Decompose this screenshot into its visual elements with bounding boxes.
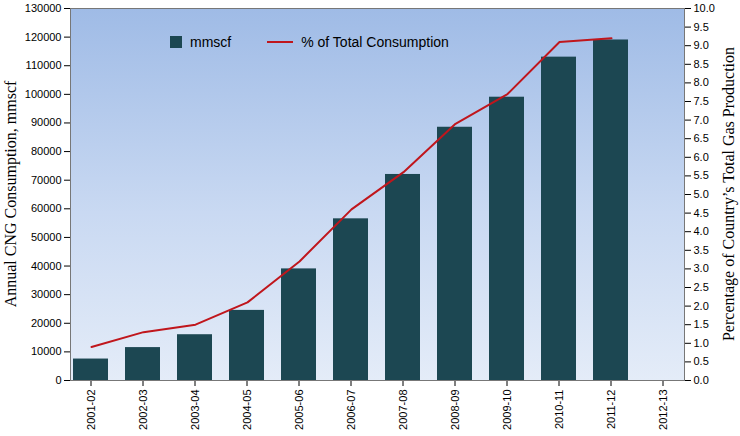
svg-text:2010-11: 2010-11 [553,390,565,430]
svg-text:10000: 10000 [31,345,62,357]
svg-text:2009-10: 2009-10 [501,390,513,430]
svg-text:90000: 90000 [31,116,62,128]
svg-text:40000: 40000 [31,260,62,272]
html-text:% of Total Consumption: % of Total Consumption [301,34,449,50]
svg-text:10.0: 10.0 [694,2,715,14]
svg-text:2006-07: 2006-07 [345,390,357,430]
svg-text:2002-03: 2002-03 [137,390,149,430]
svg-text:120000: 120000 [25,31,62,43]
svg-text:60000: 60000 [31,202,62,214]
svg-text:7.0: 7.0 [694,114,709,126]
svg-text:8.0: 8.0 [694,76,709,88]
svg-text:6.5: 6.5 [694,132,709,144]
svg-text:9.0: 9.0 [694,39,709,51]
svg-text:2001-02: 2001-02 [85,390,97,430]
svg-text:6.0: 6.0 [694,151,709,163]
svg-text:8.5: 8.5 [694,58,709,70]
svg-text:1.0: 1.0 [694,337,709,349]
svg-text:2011-12: 2011-12 [605,390,617,430]
svg-text:2.0: 2.0 [694,300,709,312]
svg-text:5.0: 5.0 [694,188,709,200]
svg-text:4.0: 4.0 [694,225,709,237]
svg-text:5.5: 5.5 [694,169,709,181]
svg-text:2005-06: 2005-06 [293,390,305,430]
svg-text:4.5: 4.5 [694,207,709,219]
svg-text:9.5: 9.5 [694,21,709,33]
svg-text:80000: 80000 [31,145,62,157]
svg-text:50000: 50000 [31,231,62,243]
svg-text:3.5: 3.5 [694,244,709,256]
svg-text:7.5: 7.5 [694,95,709,107]
html-text:Percentage of Country’s Total: Percentage of Country’s Total Gas Produc… [720,47,737,341]
svg-text:2003-04: 2003-04 [189,390,201,430]
svg-text:0.0: 0.0 [694,374,709,386]
svg-text:110000: 110000 [26,59,62,71]
svg-text:2007-08: 2007-08 [397,390,409,430]
html-text:mmscf: mmscf [190,34,232,50]
svg-text:0: 0 [55,374,61,386]
html-text:Annual CNG Consumption, mmscf: Annual CNG Consumption, mmscf [2,80,19,308]
svg-text:2004-05: 2004-05 [241,390,253,430]
svg-text:2008-09: 2008-09 [449,390,461,430]
svg-text:0.5: 0.5 [694,355,709,367]
svg-text:70000: 70000 [31,174,62,186]
svg-text:2012-13: 2012-13 [657,390,669,430]
svg-text:20000: 20000 [31,317,62,329]
svg-text:100000: 100000 [25,88,62,100]
svg-text:130000: 130000 [25,2,62,14]
svg-text:1.5: 1.5 [694,318,709,330]
svg-text:2.5: 2.5 [694,281,709,293]
svg-text:3.0: 3.0 [694,262,709,274]
svg-text:30000: 30000 [31,288,62,300]
